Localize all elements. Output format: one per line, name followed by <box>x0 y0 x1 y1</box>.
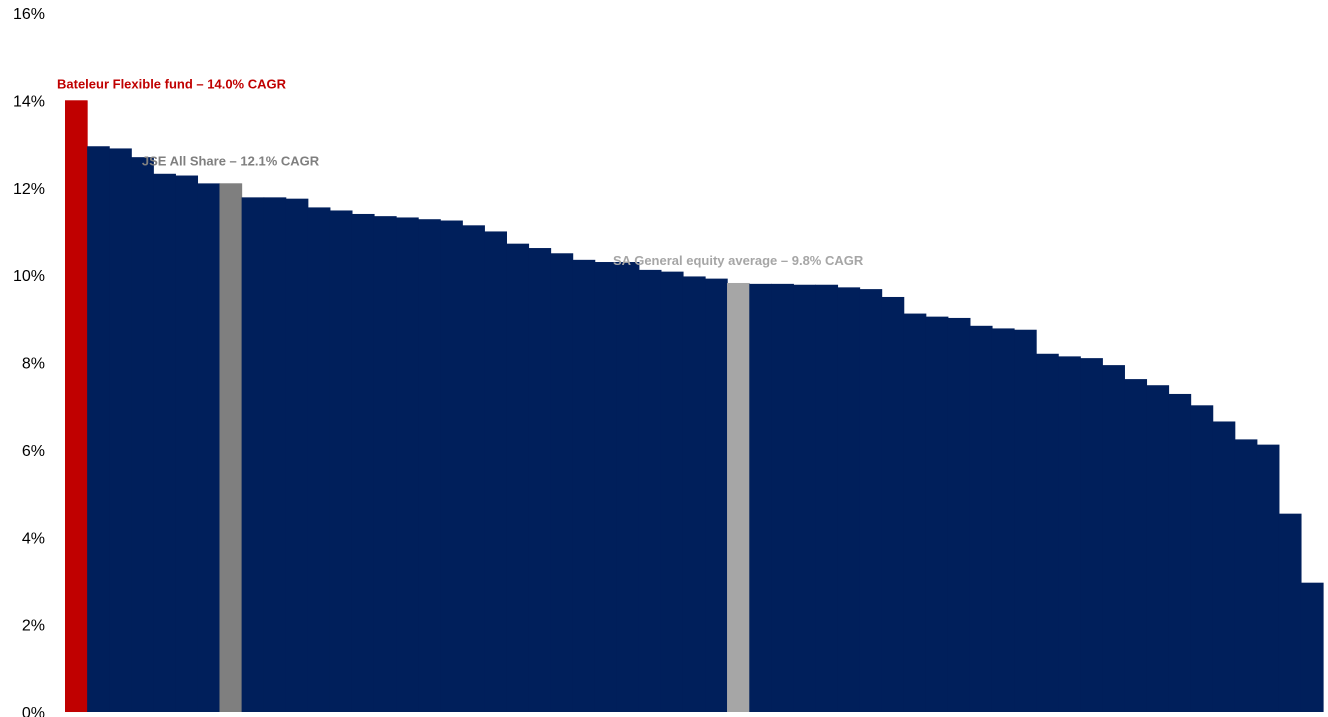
bar <box>881 296 905 712</box>
bar <box>616 262 640 712</box>
bar <box>241 197 265 713</box>
bar <box>903 313 927 712</box>
bar <box>572 259 596 712</box>
bar <box>1014 329 1037 712</box>
bar <box>131 157 154 713</box>
bar <box>682 276 706 712</box>
bar <box>153 173 176 712</box>
bar <box>1256 444 1280 712</box>
bar <box>87 146 110 712</box>
y-tick-label: 12% <box>13 181 45 198</box>
y-tick-label: 16% <box>13 6 45 23</box>
bar <box>837 287 861 712</box>
bar <box>1102 365 1125 712</box>
bar <box>351 213 375 712</box>
bar <box>1124 379 1148 712</box>
annotation-label: SA General equity average – 9.8% CAGR <box>613 253 864 268</box>
highlight-bar <box>65 100 88 713</box>
bar <box>815 284 839 712</box>
annotations-group: Bateleur Flexible fund – 14.0% CAGR JSE A… <box>57 76 864 268</box>
annotation-label: Bateleur Flexible fund – 14.0% CAGR <box>57 76 287 91</box>
highlight-bar <box>219 183 242 712</box>
bar <box>528 248 552 713</box>
bar <box>484 231 507 712</box>
bar <box>396 217 419 712</box>
bar <box>1190 405 1214 712</box>
bar <box>1168 393 1192 712</box>
y-axis: 0% 2% 4% 6% 8% 10% 12% 14% 16% <box>13 6 45 717</box>
bars-group <box>65 100 1324 713</box>
bar <box>771 283 794 712</box>
bar <box>550 253 574 712</box>
bar <box>307 207 331 712</box>
bar <box>1036 353 1059 712</box>
bar <box>1212 421 1236 712</box>
highlight-bar <box>727 282 750 712</box>
bar <box>1300 582 1324 712</box>
bar <box>793 284 816 712</box>
bar <box>947 317 971 712</box>
bar <box>329 210 353 712</box>
bar <box>705 278 728 712</box>
bar <box>991 328 1015 712</box>
annotation-label: JSE All Share – 12.1% CAGR <box>142 153 320 168</box>
bar <box>197 183 221 712</box>
bar <box>263 197 287 713</box>
bar <box>859 289 883 712</box>
bar <box>749 283 772 712</box>
bar <box>1058 356 1081 712</box>
bar <box>440 220 463 712</box>
bar <box>373 216 397 712</box>
bar <box>1080 358 1103 712</box>
bar <box>175 175 199 712</box>
bar <box>506 243 530 713</box>
y-tick-label: 10% <box>13 268 45 285</box>
bar <box>969 325 993 712</box>
bar <box>1278 513 1302 712</box>
y-tick-label: 8% <box>22 356 45 373</box>
y-tick-label: 6% <box>22 443 45 460</box>
y-tick-label: 0% <box>22 705 45 717</box>
bar <box>660 271 684 712</box>
bar <box>1234 439 1258 712</box>
y-tick-label: 14% <box>13 93 45 110</box>
bar <box>109 148 132 712</box>
y-tick-label: 4% <box>22 530 45 547</box>
bar <box>285 198 309 713</box>
bar <box>462 225 485 712</box>
bar <box>925 316 949 712</box>
bar <box>594 262 618 712</box>
bar <box>418 219 441 712</box>
bar <box>1146 385 1170 712</box>
y-tick-label: 2% <box>22 618 45 635</box>
bar <box>638 269 662 712</box>
